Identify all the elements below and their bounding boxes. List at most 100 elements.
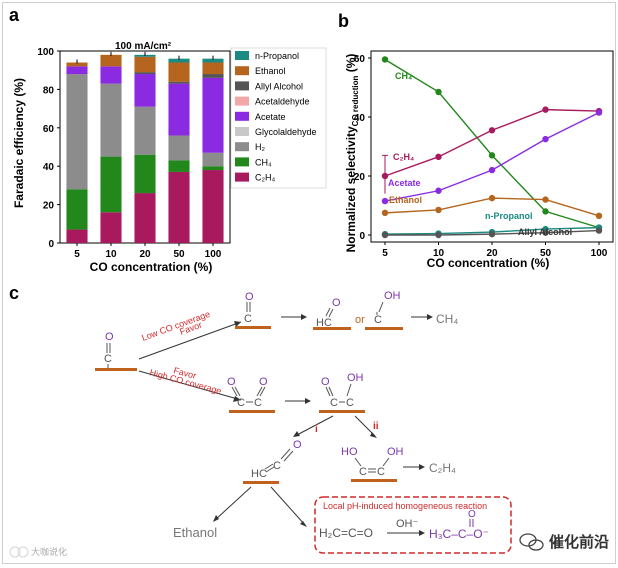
homogeneous-reaction-box — [314, 496, 512, 554]
bar-segment-c2h4 — [100, 212, 122, 243]
surface-bar — [351, 479, 397, 482]
surface-bar — [319, 410, 365, 413]
legend-swatch-acetaldehyde — [235, 96, 249, 106]
panel-b-ylabel-unit: (%) — [344, 54, 358, 76]
y-tick-label: 40 — [354, 113, 366, 124]
data-point-allyl — [381, 231, 389, 239]
surface-bar — [313, 327, 351, 330]
bar-segment-c2h4 — [66, 229, 88, 243]
atom-oh: OH — [387, 446, 404, 458]
panel-b-label: b — [338, 11, 349, 31]
atom-c: C — [273, 460, 281, 472]
panel-c-label: c — [9, 283, 19, 303]
y-tick-label: 60 — [43, 124, 55, 135]
data-point-ethanol — [381, 209, 389, 217]
panel-b-chart: 0 20 40 60 5 10 20 50 100 CH₄ C₂H₄ Acetate Ethanol n-… — [354, 50, 614, 259]
data-point-acetate — [595, 109, 603, 116]
data-point-ethanol — [488, 194, 496, 202]
product-ethanol: Ethanol — [173, 525, 217, 540]
legend-label-ch4: CH₄ — [255, 157, 272, 167]
bar-segment-ch4 — [100, 156, 122, 213]
bar-segment-allyl — [168, 81, 190, 84]
surface-bar — [243, 481, 279, 484]
atom-o: O — [332, 297, 341, 309]
top-co-species: O C — [235, 291, 271, 329]
atom-c: C — [244, 313, 252, 325]
atom-o: O — [293, 439, 302, 451]
product-ch4: CH₄ — [436, 312, 458, 326]
label-path-ii: ii — [373, 421, 379, 432]
bar-segment-acetate — [100, 66, 122, 84]
atom-hc: HC — [251, 468, 267, 480]
bar-segment-ethanol — [202, 62, 224, 75]
wechat-icon — [519, 533, 544, 551]
data-point-c2h4 — [435, 153, 442, 161]
data-point-ethanol — [542, 196, 549, 203]
x-tick-label: 50 — [173, 249, 185, 260]
legend-swatch-h2 — [235, 142, 249, 152]
legend-label-allyl: Allyl Alcohol — [255, 81, 303, 91]
data-point-c2h4 — [542, 106, 549, 113]
atom-c: C — [330, 397, 338, 409]
bar-segment-ethanol — [168, 62, 190, 82]
legend-swatch-ch4 — [235, 157, 249, 167]
panel-a-ylabel: Faradaic efficiency (%) — [12, 78, 26, 208]
bar-segment-ch4 — [168, 160, 190, 172]
bar-segment-npropanol — [168, 58, 190, 63]
figure-canvas: a 100 mA/cm² Faradaic efficiency (%) CO … — [9, 5, 614, 558]
data-point-ch4 — [488, 152, 496, 159]
hc-c-o-species: O C HC — [243, 439, 302, 484]
panel-a-annotation: 100 mA/cm² — [115, 41, 172, 52]
atom-ho: HO — [341, 446, 358, 458]
x-tick-label: 100 — [591, 248, 608, 259]
series-label-acetate: Acetate — [388, 178, 421, 188]
adsorbed-co: O C — [95, 331, 137, 371]
bar-segment-ethanol — [134, 56, 156, 73]
legend-label-ethanol: Ethanol — [255, 66, 286, 76]
surface-bar — [95, 368, 137, 371]
surface-bar — [235, 326, 271, 329]
atom-o: O — [259, 376, 268, 388]
bar-segment-h2 — [100, 83, 122, 157]
atom-c: C — [346, 397, 354, 409]
bar-segment-ch4 — [66, 189, 88, 230]
bar-segment-allyl — [202, 74, 224, 78]
hco-species: O HC — [313, 297, 351, 330]
legend-label-h2: H₂ — [255, 142, 265, 152]
atom-c: C — [359, 466, 367, 478]
bar-segment-acetate — [134, 74, 156, 107]
data-point-acetate — [381, 197, 389, 205]
data-point-allyl — [542, 229, 549, 236]
arrow-low-coverage — [138, 321, 242, 360]
legend-label-acetaldehyde: Acetaldehyde — [255, 97, 310, 107]
y-tick-label: 60 — [354, 54, 366, 65]
bar-segment-ethanol — [100, 54, 122, 67]
data-point-acetate — [435, 187, 442, 194]
atom-o: O — [245, 291, 254, 303]
watermark-right: 催化前沿 — [549, 534, 610, 551]
bar-segment-ethanol — [66, 62, 88, 67]
data-point-allyl — [595, 227, 603, 234]
series-line-c2h4 — [384, 108, 600, 177]
panel-b-ylabel-sub: CO reduction — [351, 76, 360, 127]
data-point-allyl — [435, 231, 442, 239]
legend-label-glyco: Glycolaldehyde — [255, 127, 317, 137]
x-tick-label: 50 — [540, 248, 552, 259]
label-path-i: i — [315, 424, 318, 435]
oc-coh-species: O OH C C — [319, 372, 365, 413]
atom-c: C — [237, 397, 245, 409]
arrow-to-ketene — [270, 486, 306, 526]
bar-segment-h2 — [134, 106, 156, 155]
atom-o: O — [227, 376, 236, 388]
x-tick-label: 20 — [486, 248, 498, 259]
atom-o: O — [468, 509, 476, 520]
y-tick-label: 80 — [43, 85, 55, 96]
y-tick-label: 20 — [43, 201, 55, 212]
x-tick-label: 20 — [139, 249, 151, 260]
oc-co-dimer: O O C C — [227, 376, 275, 413]
bar-segment-c2h4 — [134, 193, 156, 243]
data-point-ch4 — [435, 88, 442, 96]
data-point-acetate — [542, 135, 549, 143]
legend-swatch-c2h4 — [235, 172, 249, 182]
atom-oh: OH — [347, 372, 364, 384]
